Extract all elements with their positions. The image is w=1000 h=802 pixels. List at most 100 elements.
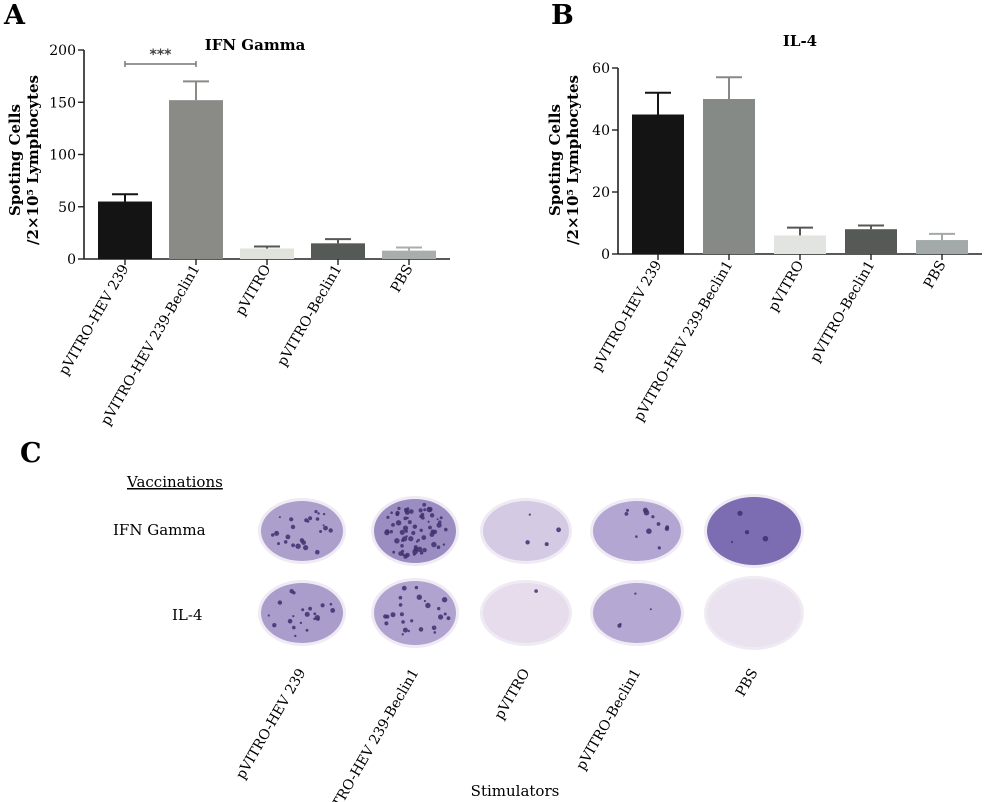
spot xyxy=(634,592,637,595)
spot xyxy=(386,515,390,519)
spot xyxy=(425,602,431,609)
spot xyxy=(271,533,275,537)
spot xyxy=(328,528,333,533)
spot xyxy=(323,525,328,531)
stimulator-label: pVITRO-Beclin1 xyxy=(573,666,644,773)
panel-letter: A xyxy=(3,0,26,31)
category-label: pVITRO-Beclin1 xyxy=(274,262,345,369)
bar xyxy=(98,201,152,259)
spot xyxy=(408,536,414,542)
spot xyxy=(664,526,670,531)
spot xyxy=(642,507,648,513)
y-axis-label: Spoting Cells xyxy=(546,104,564,216)
spot xyxy=(315,549,320,555)
spot xyxy=(433,631,437,634)
spot xyxy=(306,520,310,523)
spot xyxy=(329,602,333,606)
spot xyxy=(409,509,414,514)
spot xyxy=(277,600,283,605)
spot xyxy=(390,511,393,514)
spot xyxy=(737,510,743,516)
spot xyxy=(308,516,313,521)
category-label: pVITRO-HEV 239 xyxy=(589,258,665,374)
spot xyxy=(651,515,655,519)
spot xyxy=(285,534,291,540)
elispot-well xyxy=(593,501,681,561)
spot xyxy=(384,621,389,626)
spot xyxy=(649,608,652,611)
spot xyxy=(299,538,305,543)
spot xyxy=(319,530,323,533)
spot xyxy=(534,589,538,593)
y-tick-label: 200 xyxy=(49,43,76,59)
category-label: PBS xyxy=(921,258,950,291)
spot xyxy=(418,627,424,632)
spot xyxy=(626,508,629,512)
spot xyxy=(405,552,410,558)
spot xyxy=(413,545,418,549)
spot xyxy=(395,520,402,526)
spot xyxy=(399,612,404,617)
y-tick-label: 50 xyxy=(58,200,76,216)
vaccinations-heading: Vaccinations xyxy=(126,473,223,491)
spot xyxy=(431,541,437,548)
spot xyxy=(383,614,388,619)
spot xyxy=(431,625,437,631)
spot xyxy=(416,594,422,600)
y-tick-label: 0 xyxy=(67,252,76,268)
spot xyxy=(762,535,769,542)
spot xyxy=(278,516,281,519)
y-tick-label: 150 xyxy=(49,95,76,111)
spot xyxy=(320,603,325,608)
elispot-well xyxy=(707,579,801,647)
spot xyxy=(292,615,295,618)
category-label: pVITRO-Beclin1 xyxy=(807,258,878,365)
elispot-well xyxy=(483,501,569,561)
spot xyxy=(389,530,393,534)
spot xyxy=(272,623,277,628)
spot xyxy=(401,585,407,591)
spot xyxy=(444,527,448,532)
spot xyxy=(407,520,412,525)
spot xyxy=(277,542,280,546)
elispot-well xyxy=(374,581,456,645)
elispot-well xyxy=(374,499,456,563)
spot xyxy=(624,512,629,516)
spot xyxy=(402,525,409,531)
category-label: pVITRO xyxy=(233,262,275,318)
x-axis-title: Stimulators xyxy=(471,782,560,800)
spot xyxy=(304,611,310,617)
spot xyxy=(443,612,447,616)
chart-title: IL-4 xyxy=(783,32,817,50)
spot xyxy=(428,525,432,530)
stimulator-label: PBS xyxy=(733,666,762,699)
spot xyxy=(401,633,404,636)
spot xyxy=(398,603,403,607)
chart-b: B IL-4 Spoting Cells/2×10⁵ Lymphocytes 0 20 4… xyxy=(546,0,982,424)
y-tick-label: 60 xyxy=(592,61,610,77)
spot xyxy=(411,530,416,536)
spot xyxy=(404,508,407,511)
y-tick-label: 20 xyxy=(592,185,610,201)
spot xyxy=(446,616,451,621)
spot xyxy=(415,540,419,543)
stimulator-label: pVITRO-HEV 239-Beclin1 xyxy=(317,666,422,802)
spot xyxy=(635,535,638,538)
spot xyxy=(313,612,317,616)
spot xyxy=(290,524,296,530)
spot xyxy=(404,529,408,533)
spot xyxy=(420,515,425,520)
spot xyxy=(439,516,443,520)
spot xyxy=(412,552,416,556)
spot xyxy=(402,627,408,633)
panel-letter: B xyxy=(551,0,574,31)
panel-letter: C xyxy=(20,438,42,469)
bar xyxy=(240,248,294,259)
y-tick-label: 40 xyxy=(592,123,610,139)
bar xyxy=(632,114,684,254)
spot xyxy=(394,538,400,544)
spot xyxy=(391,523,395,527)
spot xyxy=(427,507,433,512)
y-tick-label: 0 xyxy=(601,247,610,263)
spot xyxy=(422,547,427,553)
